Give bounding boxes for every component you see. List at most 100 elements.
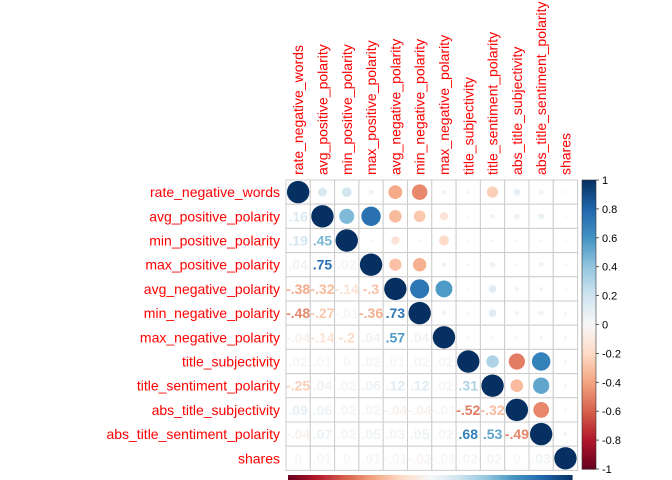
row-label: title_subjectivity xyxy=(182,354,280,370)
correlation-circle xyxy=(538,189,544,195)
colorbar-segment xyxy=(582,453,596,456)
strip-segment xyxy=(536,475,540,480)
colorbar-segment xyxy=(582,438,596,441)
colorbar-tick-label: 0.6 xyxy=(602,233,617,245)
colorbar-segment xyxy=(582,424,596,427)
colorbar-segment xyxy=(582,330,596,333)
strip-segment xyxy=(472,475,476,480)
strip-segment xyxy=(557,475,561,480)
colorbar-segment xyxy=(582,464,596,467)
correlation-value: -.02 xyxy=(408,450,432,466)
strip-segment xyxy=(470,475,474,480)
colorbar-segment xyxy=(582,412,596,415)
row-label: shares xyxy=(238,450,280,466)
strip-segment xyxy=(377,475,381,480)
colorbar-segment xyxy=(582,263,596,266)
correlation-value: -.14 xyxy=(310,329,334,345)
colorbar-segment xyxy=(582,344,596,347)
correlation-value: -.2 xyxy=(339,329,356,345)
correlation-circle xyxy=(563,263,568,267)
colorbar-segment xyxy=(582,188,596,191)
strip-segment xyxy=(292,475,296,480)
colorbar-segment xyxy=(582,334,596,337)
correlation-circle xyxy=(563,214,568,218)
colorbar-segment xyxy=(582,366,596,369)
colorbar-segment xyxy=(582,229,596,232)
strip-segment xyxy=(363,475,367,480)
correlation-circle xyxy=(489,261,496,268)
correlation-circle xyxy=(563,238,568,243)
correlation-value: .04 xyxy=(410,329,430,345)
correlation-circle xyxy=(488,285,497,293)
colorbar-segment xyxy=(582,405,596,408)
colorbar-segment xyxy=(582,393,596,396)
grid-cell xyxy=(382,324,409,350)
colorbar-segment xyxy=(582,230,596,233)
colorbar-segment xyxy=(582,281,596,284)
strip-segment xyxy=(344,475,348,480)
strip-segment xyxy=(349,475,353,480)
colorbar-segment xyxy=(582,379,596,382)
grid-cell xyxy=(431,397,457,423)
strip-segment xyxy=(375,475,379,480)
colorbar-segment xyxy=(582,318,596,321)
strip-segment xyxy=(448,475,452,480)
colorbar-segment xyxy=(582,463,596,466)
grid-cell xyxy=(407,445,433,471)
grid-cell xyxy=(334,348,360,375)
colorbar-segment xyxy=(582,435,596,438)
correlation-value: .01 xyxy=(313,450,333,466)
colorbar-segment xyxy=(582,418,596,421)
correlation-circle xyxy=(554,447,577,470)
strip-segment xyxy=(482,475,486,480)
colorbar-segment xyxy=(582,204,596,207)
colorbar-segment xyxy=(582,310,596,313)
strip-segment xyxy=(493,475,497,480)
colorbar-segment xyxy=(582,351,596,354)
grid-cell xyxy=(455,421,481,447)
correlation-circle xyxy=(466,190,470,194)
colorbar-segment xyxy=(582,191,596,194)
grid-cell xyxy=(431,421,457,447)
colorbar-segment xyxy=(582,341,596,344)
colorbar-segment xyxy=(582,447,596,450)
colorbar-segment xyxy=(582,265,596,268)
row-label: max_negative_polarity xyxy=(140,329,280,345)
strip-segment xyxy=(456,475,459,480)
strip-segment xyxy=(489,475,493,480)
column-label: min_positive_polarity xyxy=(339,44,355,175)
grid-cell xyxy=(285,373,311,399)
correlation-value: .06 xyxy=(361,378,381,394)
correlation-circle xyxy=(514,310,520,316)
strip-segment xyxy=(297,475,301,480)
strip-segment xyxy=(437,475,441,480)
correlation-value: -.3 xyxy=(363,281,380,297)
colorbar-segment xyxy=(582,184,596,187)
strip-segment xyxy=(467,475,471,480)
correlation-value: -.48 xyxy=(286,305,310,321)
colorbar-segment xyxy=(582,375,596,378)
correlation-circle xyxy=(538,310,544,316)
correlation-value: -.04 xyxy=(383,402,407,418)
correlation-circle xyxy=(432,326,456,349)
correlation-value: .02 xyxy=(434,378,454,394)
colorbar-segment xyxy=(582,243,596,246)
colorbar-segment xyxy=(582,392,596,395)
correlation-value: .05 xyxy=(361,426,381,442)
strip-segment xyxy=(515,475,519,480)
row-label: avg_negative_polarity xyxy=(144,281,280,297)
strip-segment xyxy=(351,475,355,480)
strip-segment xyxy=(290,475,294,480)
correlation-value: .04 xyxy=(288,257,308,273)
strip-segment xyxy=(527,475,530,480)
correlation-circle xyxy=(490,214,495,219)
colorbar-segment xyxy=(582,362,596,365)
colorbar-segment xyxy=(582,370,596,373)
strip-segment xyxy=(413,475,417,480)
correlation-value: 0 xyxy=(513,450,521,466)
strip-segment xyxy=(534,475,538,480)
colorbar-segment xyxy=(582,276,596,279)
correlation-value: -.25 xyxy=(286,378,310,394)
correlation-circle xyxy=(441,310,447,316)
